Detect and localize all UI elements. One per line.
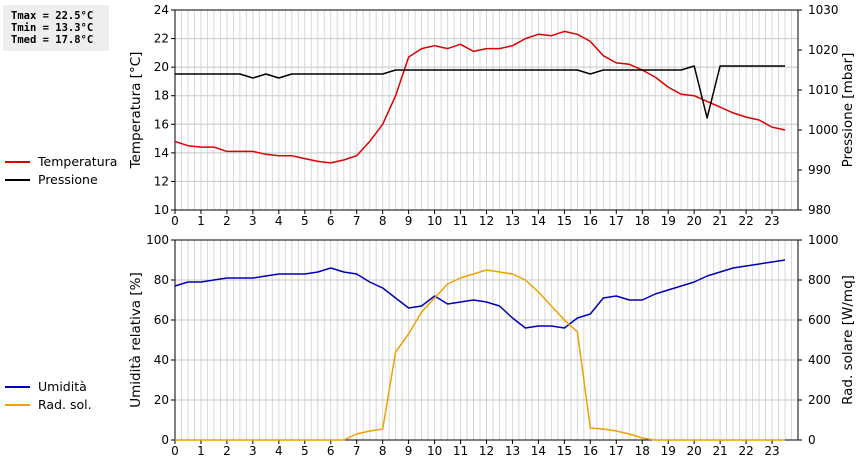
legend-label: Temperatura bbox=[37, 154, 117, 169]
stats-box: Tmax = 22.5°C Tmin = 13.3°C Tmed = 17.8°… bbox=[3, 5, 109, 51]
x-tick-label: 13 bbox=[505, 444, 520, 458]
x-tick-label: 17 bbox=[609, 214, 624, 228]
y-right-tick-label: 1000 bbox=[808, 233, 839, 247]
x-tick-label: 13 bbox=[505, 214, 520, 228]
y-tick-label: 40 bbox=[154, 353, 169, 367]
y-tick-label: 24 bbox=[154, 3, 169, 17]
y-axis-label: Temperatura [°C] bbox=[128, 52, 144, 170]
x-tick-label: 20 bbox=[687, 214, 702, 228]
x-tick-label: 3 bbox=[249, 214, 257, 228]
y-tick-label: 20 bbox=[154, 60, 169, 74]
x-tick-label: 2 bbox=[223, 444, 231, 458]
y-right-tick-label: 200 bbox=[808, 393, 831, 407]
y-right-tick-label: 0 bbox=[808, 433, 816, 447]
series-line-pressione bbox=[175, 65, 785, 119]
x-tick-label: 23 bbox=[764, 214, 779, 228]
x-tick-label: 9 bbox=[405, 444, 413, 458]
x-tick-label: 6 bbox=[327, 444, 335, 458]
series-line-rad-sol bbox=[175, 269, 785, 441]
series-line-temperatura bbox=[174, 30, 786, 164]
y-tick-label: 10 bbox=[154, 203, 169, 217]
x-tick-label: 18 bbox=[635, 214, 650, 228]
x-tick-label: 8 bbox=[379, 214, 387, 228]
series-line-umidità bbox=[174, 259, 786, 329]
x-tick-label: 15 bbox=[557, 444, 572, 458]
x-tick-label: 23 bbox=[764, 444, 779, 458]
y-tick-label: 14 bbox=[154, 146, 169, 160]
x-tick-label: 10 bbox=[427, 214, 442, 228]
x-tick-label: 9 bbox=[405, 214, 413, 228]
x-tick-label: 5 bbox=[301, 444, 309, 458]
x-tick-label: 4 bbox=[275, 214, 283, 228]
x-tick-label: 16 bbox=[583, 444, 598, 458]
y-right-axis-label: Rad. solare [W/mq] bbox=[840, 275, 856, 405]
x-tick-label: 17 bbox=[609, 444, 624, 458]
x-tick-label: 22 bbox=[738, 444, 753, 458]
x-tick-label: 21 bbox=[712, 214, 727, 228]
legend-label: Pressione bbox=[38, 172, 98, 187]
x-tick-label: 11 bbox=[453, 444, 468, 458]
y-right-tick-label: 980 bbox=[808, 203, 831, 217]
x-tick-label: 5 bbox=[301, 214, 309, 228]
x-tick-label: 7 bbox=[353, 444, 361, 458]
x-tick-label: 14 bbox=[531, 444, 546, 458]
x-tick-label: 0 bbox=[171, 214, 179, 228]
x-tick-label: 1 bbox=[197, 214, 205, 228]
y-right-axis-label: Pressione [mbar] bbox=[840, 53, 856, 168]
y-right-tick-label: 600 bbox=[808, 313, 831, 327]
x-tick-label: 19 bbox=[661, 214, 676, 228]
y-right-tick-label: 400 bbox=[808, 353, 831, 367]
x-tick-label: 20 bbox=[687, 444, 702, 458]
y-right-tick-label: 1000 bbox=[808, 123, 839, 137]
y-right-tick-label: 800 bbox=[808, 273, 831, 287]
y-tick-label: 16 bbox=[154, 117, 169, 131]
y-right-tick-label: 1010 bbox=[808, 83, 839, 97]
x-tick-label: 16 bbox=[583, 214, 598, 228]
temperature-pressure-chart: 0 1 2 3 4 5 6 7 8 9 10 11 12 13 14 15 16 17 18 19 20 21 22 2310… bbox=[5, 3, 856, 228]
x-tick-label: 8 bbox=[379, 444, 387, 458]
x-tick-label: 12 bbox=[479, 214, 494, 228]
x-tick-label: 3 bbox=[249, 444, 257, 458]
x-tick-label: 2 bbox=[223, 214, 231, 228]
x-tick-label: 22 bbox=[738, 214, 753, 228]
y-tick-label: 60 bbox=[154, 313, 169, 327]
y-tick-label: 18 bbox=[154, 89, 169, 103]
y-right-tick-label: 1030 bbox=[808, 3, 839, 17]
x-tick-label: 0 bbox=[171, 444, 179, 458]
x-tick-label: 6 bbox=[327, 214, 335, 228]
y-axis-label: Umidità relativa [%] bbox=[128, 272, 144, 408]
y-tick-label: 20 bbox=[154, 393, 169, 407]
x-tick-label: 4 bbox=[275, 444, 283, 458]
y-tick-label: 100 bbox=[146, 233, 169, 247]
tmed-label: Tmed = 17.8°C bbox=[11, 34, 94, 46]
x-tick-label: 19 bbox=[661, 444, 676, 458]
x-tick-label: 21 bbox=[712, 444, 727, 458]
tmin-label: Tmin = 13.3°C bbox=[11, 22, 94, 34]
x-tick-label: 15 bbox=[557, 214, 572, 228]
tmax-label: Tmax = 22.5°C bbox=[11, 10, 94, 22]
y-tick-label: 22 bbox=[154, 32, 169, 46]
legend-label: Umidità bbox=[38, 379, 87, 394]
y-right-tick-label: 1020 bbox=[808, 43, 839, 57]
x-tick-label: 11 bbox=[453, 214, 468, 228]
y-right-tick-label: 990 bbox=[808, 163, 831, 177]
x-tick-label: 10 bbox=[427, 444, 442, 458]
y-tick-label: 12 bbox=[154, 174, 169, 188]
y-tick-label: 0 bbox=[161, 433, 169, 447]
y-tick-label: 80 bbox=[154, 273, 169, 287]
x-tick-label: 1 bbox=[197, 444, 205, 458]
legend-label: Rad. sol. bbox=[38, 397, 92, 412]
x-tick-label: 7 bbox=[353, 214, 361, 228]
humidity-radiation-chart: 0 1 2 3 4 5 6 7 8 9 10 11 12 13 14 15 16 17 18 19 20 21 22 2302… bbox=[5, 233, 856, 458]
x-tick-label: 14 bbox=[531, 214, 546, 228]
x-tick-label: 12 bbox=[479, 444, 494, 458]
x-tick-label: 18 bbox=[635, 444, 650, 458]
